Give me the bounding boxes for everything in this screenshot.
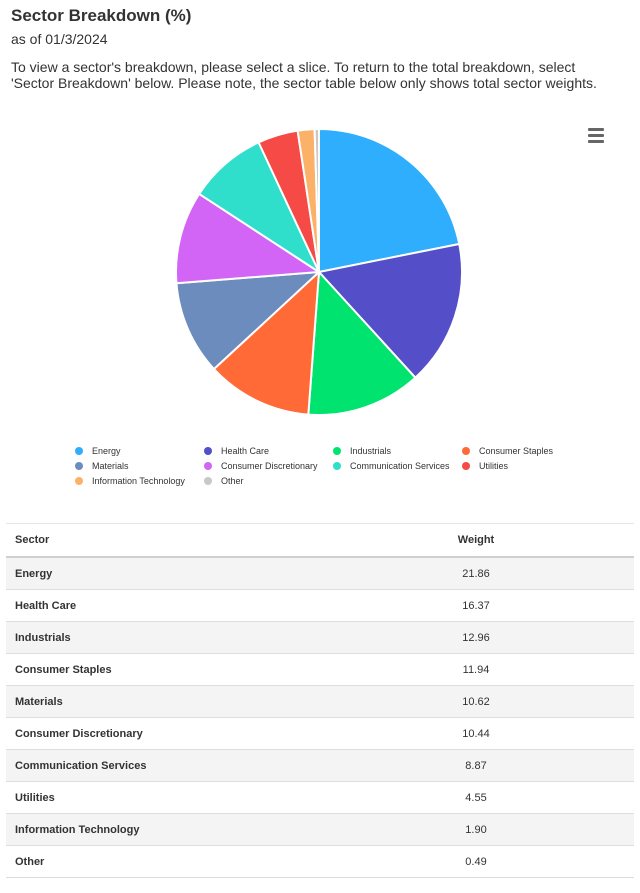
page-title: Sector Breakdown (%) [11,6,192,25]
pie-slice[interactable] [318,242,463,379]
table-row: Materials 10.62 [6,685,634,718]
sector-cell: Information Technology [6,813,330,846]
sector-cell: Consumer Discretionary [6,717,330,750]
legend-dot-icon [462,447,470,455]
hamburger-menu-icon [588,128,604,131]
legend-label: Industrials [350,446,392,456]
weight-cell: 11.94 [330,653,622,686]
weight-cell: 0.49 [330,845,622,878]
legend-label: Energy [92,446,121,456]
sector-cell: Industrials [6,621,330,654]
sector-table-body: Energy 21.86 Health Care 16.37 Industrials 12… [6,557,634,878]
weight-cell: 4.55 [330,781,622,814]
sector-pie-chart [175,128,463,416]
chart-menu-button[interactable] [584,124,608,146]
weight-cell: 10.44 [330,717,622,750]
sector-cell: Utilities [6,781,330,814]
table-row: Other 0.49 [6,845,634,878]
legend-dot-icon [204,447,212,455]
weight-cell: 16.37 [330,589,622,622]
weight-cell: 8.87 [330,749,622,782]
sector-cell: Energy [6,557,330,590]
table-row: Consumer Discretionary 10.44 [6,717,634,750]
table-row: Utilities 4.55 [6,781,634,814]
pie-slice[interactable] [212,271,320,416]
legend-dot-icon [204,462,212,470]
sector-cell: Other [6,845,330,878]
table-row: Energy 21.86 [6,557,634,590]
table-row: Communication Services 8.87 [6,749,634,782]
legend-dot-icon [204,477,212,485]
legend-dot-icon [75,477,83,485]
legend-dot-icon [75,447,83,455]
table-row: Consumer Staples 11.94 [6,653,634,686]
weight-cell: 21.86 [330,557,622,590]
instructions-text: To view a sector's breakdown, please sel… [11,59,597,91]
legend-label: Information Technology [92,476,185,486]
sector-cell: Consumer Staples [6,653,330,686]
legend-label: Health Care [221,446,270,456]
legend-label: Consumer Staples [479,446,554,456]
weight-column-header: Weight [330,523,622,558]
legend-label: Communication Services [350,461,450,471]
table-row: Industrials 12.96 [6,621,634,654]
sector-cell: Materials [6,685,330,718]
table-row: Health Care 16.37 [6,589,634,622]
sector-cell: Communication Services [6,749,330,782]
sector-table: Sector Weight Energy 21.86 Health Care 16.3… [6,523,634,878]
pie-slice[interactable] [175,271,320,371]
weight-cell: 12.96 [330,621,622,654]
legend-label: Utilities [479,461,509,471]
legend-dot-icon [75,462,83,470]
legend-label: Consumer Discretionary [221,461,318,471]
weight-cell: 10.62 [330,685,622,718]
sector-column-header: Sector [6,523,330,558]
weight-cell: 1.90 [330,813,622,846]
legend-label: Other [221,476,244,486]
pie-slice[interactable] [175,192,320,285]
legend-dot-icon [333,447,341,455]
legend-dot-icon [333,462,341,470]
table-header-row: Sector Weight [6,523,634,558]
table-row: Information Technology 1.90 [6,813,634,846]
sector-cell: Health Care [6,589,330,622]
pie-slice[interactable] [313,128,320,273]
legend-label: Materials [92,461,129,471]
pie-slice[interactable] [318,128,461,273]
as-of-date: as of 01/3/2024 [11,31,108,47]
pie-slice[interactable] [307,271,417,416]
legend-dot-icon [462,462,470,470]
